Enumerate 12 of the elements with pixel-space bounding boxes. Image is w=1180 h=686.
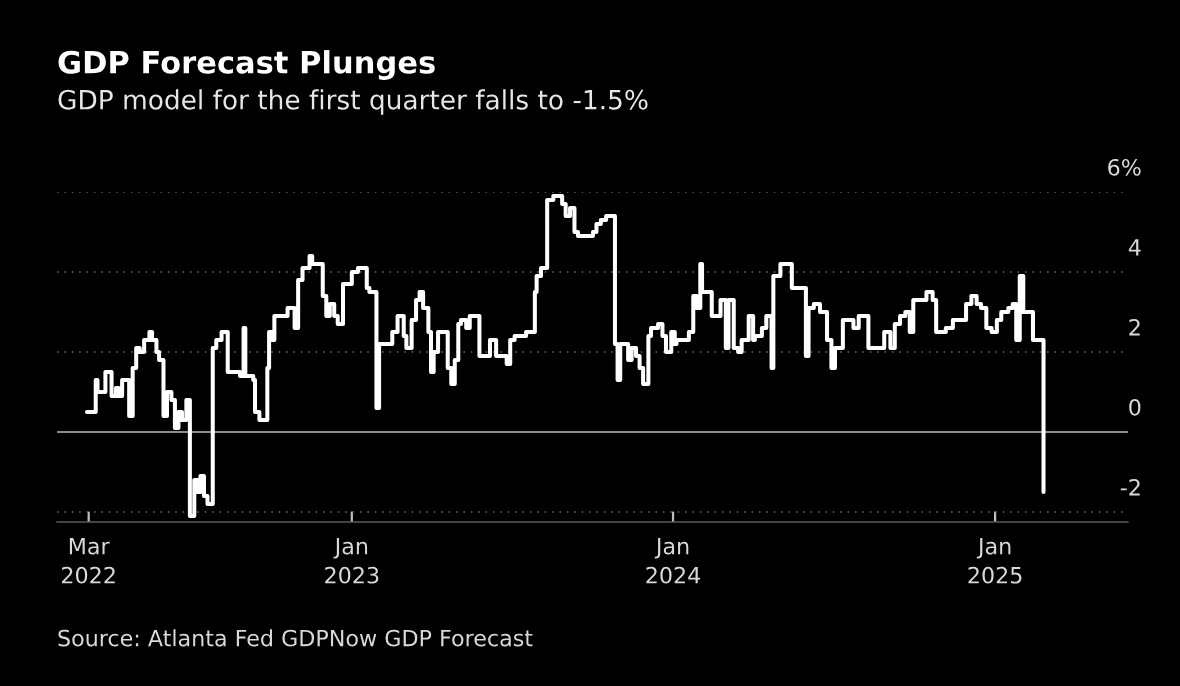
y-tick-label: 6% [1108, 158, 1141, 176]
y-tick-label: 4 [1128, 239, 1141, 256]
x-tick-label: Mar 2022 [62, 537, 115, 584]
chart-subtitle: GDP model for the first quarter falls to -1.5% [58, 89, 648, 115]
chart-title: GDP Forecast Plunges [58, 50, 435, 80]
y-tick-label: -2 [1120, 478, 1140, 496]
x-tick-label: Jan 2025 [968, 537, 1022, 584]
source-note: Source: Atlanta Fed GDPNow GDP Forecast [58, 629, 533, 647]
x-tick-label: Jan 2024 [646, 537, 701, 584]
y-tick-label: 2 [1129, 318, 1140, 336]
x-tick-label: Jan 2023 [325, 537, 379, 584]
y-tick-label: 0 [1129, 398, 1141, 416]
